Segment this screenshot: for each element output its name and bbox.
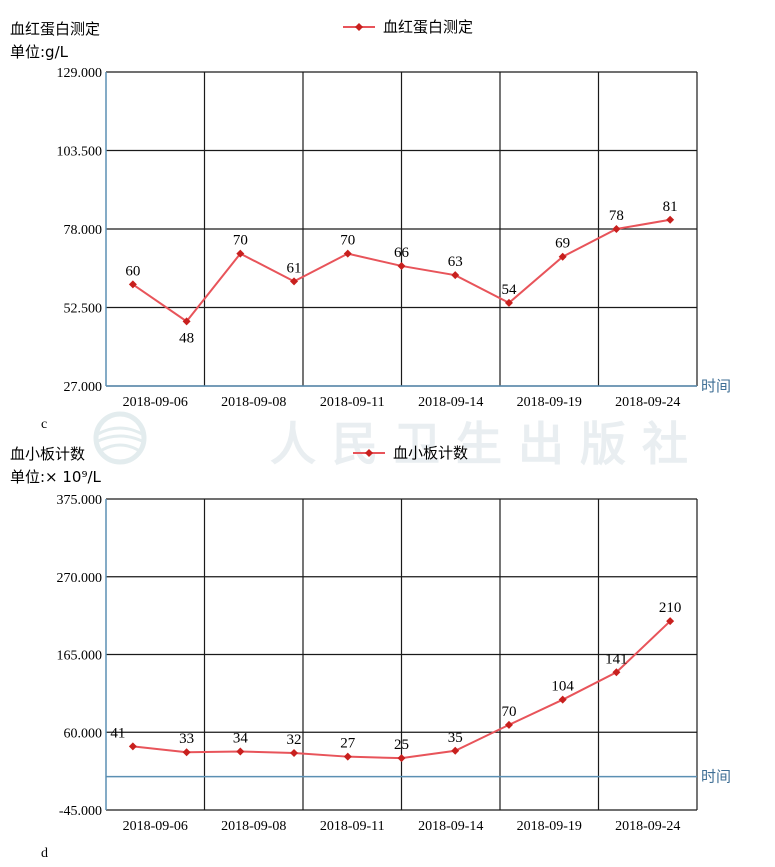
x-tick-label: 2018-09-14 (418, 819, 483, 834)
data-point (451, 271, 460, 280)
data-label: 27 (340, 736, 356, 752)
y-tick-label: 165.000 (57, 649, 103, 664)
y-tick-label: 375.000 (57, 493, 103, 508)
data-label: 70 (501, 704, 516, 720)
data-point (290, 748, 299, 757)
legend-marker (355, 23, 363, 31)
data-point (451, 746, 460, 755)
unit-label: 单位:× 10⁹/L (10, 468, 102, 486)
unit-label: 单位:g/L (10, 43, 69, 61)
data-point (182, 748, 191, 757)
legend-label: 血红蛋白测定 (383, 18, 473, 36)
data-point (397, 261, 406, 270)
data-point (128, 280, 137, 289)
data-label: 78 (609, 208, 624, 224)
y-tick-label: 270.000 (57, 571, 103, 586)
x-tick-label: 2018-09-06 (123, 819, 188, 834)
data-label: 32 (287, 732, 302, 748)
x-tick-label: 2018-09-24 (615, 819, 680, 834)
x-tick-label: 2018-09-14 (418, 395, 483, 410)
x-tick-label: 2018-09-08 (221, 395, 286, 410)
y-tick-label: 60.000 (64, 726, 103, 741)
data-point (182, 317, 191, 326)
x-axis-label: 时间 (701, 768, 731, 786)
data-point (236, 747, 245, 756)
chart-title: 血小板计数 (10, 445, 85, 463)
data-point (558, 695, 567, 704)
x-tick-label: 2018-09-19 (517, 819, 582, 834)
data-point (612, 225, 621, 233)
data-label: 69 (555, 236, 570, 252)
data-point (504, 298, 513, 307)
watermark: 人民卫生出版社 (80, 408, 720, 471)
legend-marker (365, 449, 373, 457)
data-label: 34 (233, 731, 249, 747)
data-point (290, 277, 299, 286)
x-tick-label: 2018-09-11 (320, 395, 385, 410)
data-label: 66 (394, 245, 410, 261)
data-point (612, 668, 621, 677)
y-tick-label: -45.000 (59, 804, 102, 819)
x-tick-label: 2018-09-06 (123, 395, 188, 410)
y-tick-label: 129.000 (57, 66, 103, 81)
data-point (343, 249, 352, 258)
data-label: 141 (605, 651, 628, 667)
x-axis-label: 时间 (701, 377, 731, 395)
data-point (504, 720, 513, 729)
data-label: 70 (340, 233, 355, 249)
data-label: 60 (125, 263, 140, 279)
chart-hemoglobin: 血红蛋白测定单位:g/L血红蛋白测定129.000103.50078.00052… (10, 18, 731, 432)
x-tick-label: 2018-09-19 (517, 395, 582, 410)
x-tick-label: 2018-09-08 (221, 819, 286, 834)
data-label: 54 (501, 282, 517, 298)
data-point (666, 617, 675, 626)
x-tick-label: 2018-09-11 (320, 819, 385, 834)
chart-title: 血红蛋白测定 (10, 20, 100, 38)
data-point (558, 252, 567, 261)
data-label: 210 (659, 600, 682, 616)
data-point (128, 742, 137, 751)
data-point (236, 249, 245, 258)
data-label: 41 (110, 725, 125, 741)
data-label: 35 (448, 730, 463, 746)
data-point (666, 215, 675, 224)
watermark-logo-icon (93, 411, 147, 465)
data-point (397, 754, 406, 763)
data-label: 81 (663, 199, 678, 215)
data-label: 48 (179, 330, 194, 346)
data-label: 63 (448, 254, 463, 270)
data-label: 61 (287, 260, 302, 276)
watermark-text: 人民卫生出版社 (270, 417, 704, 471)
legend-label: 血小板计数 (393, 444, 468, 462)
data-point (343, 752, 352, 761)
y-tick-label: 52.500 (64, 302, 103, 317)
y-tick-label: 78.000 (64, 223, 103, 238)
data-label: 25 (394, 737, 409, 753)
data-label: 33 (179, 731, 194, 747)
data-label: 104 (551, 679, 574, 695)
panel-label: c (41, 417, 47, 432)
y-tick-label: 103.500 (57, 145, 103, 160)
panel-label: d (41, 846, 48, 861)
data-label: 70 (233, 233, 248, 249)
x-tick-label: 2018-09-24 (615, 395, 680, 410)
y-tick-label: 27.000 (64, 380, 103, 395)
